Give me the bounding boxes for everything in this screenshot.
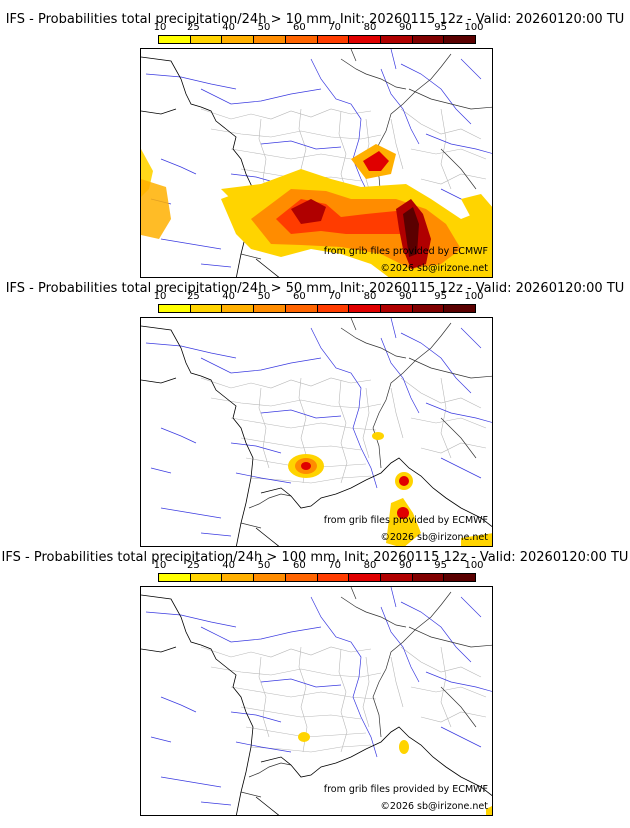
rivers	[145, 49, 492, 268]
legend-color-cell	[380, 574, 413, 581]
panel-title: IFS - Probabilities total precipitation/…	[5, 281, 625, 296]
legend-tick-label: 100	[464, 22, 484, 33]
legend-tick-label: 70	[328, 560, 342, 571]
legend-color-cell	[349, 574, 381, 581]
legend-tick-label: 10	[153, 22, 167, 33]
coastline	[141, 325, 492, 546]
legend-color-cell	[254, 305, 286, 312]
legend-tick-label: 95	[434, 22, 448, 33]
legend-color-cell	[159, 305, 191, 312]
legend-color-cell	[222, 574, 255, 581]
legend-tick-label: 80	[363, 291, 377, 302]
country-borders	[240, 587, 492, 798]
precipitation-map: from grib files provided by ECMWF ©2026 …	[140, 48, 493, 278]
legend-tick-label: 60	[292, 22, 306, 33]
legend-tick-label: 50	[257, 560, 271, 571]
legend-tick-label: 10	[153, 560, 167, 571]
legend-tick-label: 80	[363, 560, 377, 571]
legend-tick-label: 100	[464, 291, 484, 302]
legend-color-cell	[317, 305, 350, 312]
coastline	[141, 594, 492, 815]
legend-color-bar	[158, 304, 476, 313]
legend-color-cell	[190, 36, 223, 43]
legend-color-cell	[444, 574, 476, 581]
legend-tick-label: 50	[257, 22, 271, 33]
legend-color-cell	[349, 305, 381, 312]
legend-color-cell	[254, 36, 286, 43]
map-canvas	[141, 587, 492, 815]
copyright-credit: ©2026 sb@irizone.net	[380, 532, 488, 543]
legend-color-cell	[285, 305, 318, 312]
copyright-credit: ©2026 sb@irizone.net	[380, 801, 488, 812]
panel-title: IFS - Probabilities total precipitation/…	[1, 550, 629, 565]
legend-color-bar	[158, 35, 476, 44]
legend-tick-label: 95	[434, 560, 448, 571]
legend-color-cell	[317, 36, 350, 43]
data-source-credit: from grib files provided by ECMWF	[323, 515, 488, 526]
legend-color-cell	[349, 36, 381, 43]
legend-color-cell	[222, 36, 255, 43]
legend-tick-label: 40	[222, 22, 236, 33]
map-canvas	[141, 49, 492, 277]
legend-tick-label: 25	[186, 22, 200, 33]
map-panel-10mm: IFS - Probabilities total precipitation/…	[0, 0, 630, 278]
legend-color-cell	[380, 305, 413, 312]
legend-color-cell	[159, 574, 191, 581]
precipitation-map: from grib files provided by ECMWF ©2026 …	[140, 317, 493, 547]
legend-color-cell	[380, 36, 413, 43]
legend-tick-labels: 10 25 40 50 60 70 80 90 95 100	[154, 22, 484, 34]
legend-tick-label: 90	[398, 560, 412, 571]
legend-tick-label: 70	[328, 291, 342, 302]
legend-color-bar	[158, 573, 476, 582]
department-borders	[200, 377, 487, 484]
legend-tick-label: 95	[434, 291, 448, 302]
legend-color-cell	[285, 574, 318, 581]
coastline	[141, 56, 492, 277]
legend-color-cell	[285, 36, 318, 43]
rivers	[145, 318, 492, 537]
precip-field	[298, 732, 492, 815]
map-panel-100mm: IFS - Probabilities total precipitation/…	[0, 538, 630, 816]
legend-color-cell	[190, 574, 223, 581]
legend-tick-label: 70	[328, 22, 342, 33]
legend-tick-label: 50	[257, 291, 271, 302]
precip-field	[288, 432, 492, 546]
legend-tick-label: 25	[186, 291, 200, 302]
data-source-credit: from grib files provided by ECMWF	[323, 784, 488, 795]
legend-tick-label: 90	[398, 22, 412, 33]
legend-color-cell	[222, 305, 255, 312]
legend-tick-labels: 10 25 40 50 60 70 80 90 95 100	[154, 560, 484, 572]
legend-color-cell	[412, 305, 445, 312]
legend-color-cell	[254, 574, 286, 581]
legend-color-cell	[190, 305, 223, 312]
legend-tick-label: 60	[292, 560, 306, 571]
copyright-credit: ©2026 sb@irizone.net	[380, 263, 488, 274]
department-borders	[200, 646, 487, 753]
data-source-credit: from grib files provided by ECMWF	[323, 246, 488, 257]
precip-field	[141, 144, 492, 277]
legend-color-cell	[317, 574, 350, 581]
legend-tick-labels: 10 25 40 50 60 70 80 90 95 100	[154, 291, 484, 303]
legend-color-cell	[444, 305, 476, 312]
legend-tick-label: 90	[398, 291, 412, 302]
legend-tick-label: 10	[153, 291, 167, 302]
precipitation-map: from grib files provided by ECMWF ©2026 …	[140, 586, 493, 816]
legend-tick-label: 60	[292, 291, 306, 302]
legend-color-cell	[412, 574, 445, 581]
legend-tick-label: 25	[186, 560, 200, 571]
legend-tick-label: 40	[222, 291, 236, 302]
legend-tick-label: 100	[464, 560, 484, 571]
map-panel-50mm: IFS - Probabilities total precipitation/…	[0, 269, 630, 547]
legend-tick-label: 80	[363, 22, 377, 33]
legend-color-cell	[159, 36, 191, 43]
panel-title: IFS - Probabilities total precipitation/…	[5, 12, 625, 27]
rivers	[145, 587, 492, 806]
map-canvas	[141, 318, 492, 546]
legend-color-cell	[412, 36, 445, 43]
country-borders	[240, 318, 492, 529]
legend-color-cell	[444, 36, 476, 43]
legend-tick-label: 40	[222, 560, 236, 571]
